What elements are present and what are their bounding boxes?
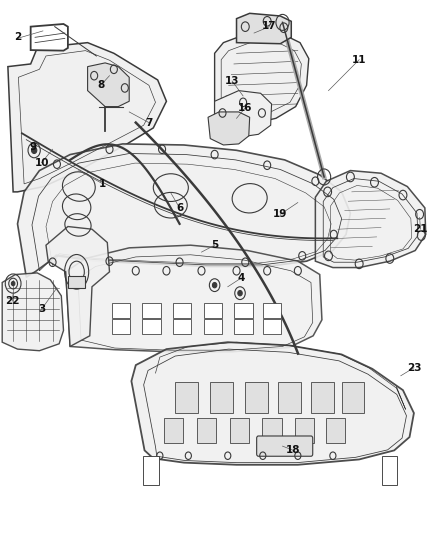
Bar bbox=[197, 418, 216, 443]
Bar bbox=[143, 456, 159, 485]
Circle shape bbox=[238, 290, 242, 296]
Circle shape bbox=[32, 147, 37, 154]
Text: 2: 2 bbox=[14, 33, 21, 42]
Bar bbox=[204, 319, 222, 334]
Polygon shape bbox=[31, 24, 68, 51]
Text: 8: 8 bbox=[97, 80, 104, 90]
Polygon shape bbox=[88, 63, 129, 107]
Text: 16: 16 bbox=[238, 103, 253, 112]
Text: 5: 5 bbox=[211, 240, 218, 250]
Bar bbox=[234, 303, 253, 318]
Bar bbox=[68, 276, 85, 288]
Bar bbox=[245, 382, 268, 413]
Text: 19: 19 bbox=[273, 209, 287, 219]
Bar bbox=[112, 303, 130, 318]
Bar bbox=[311, 382, 334, 413]
Text: 9: 9 bbox=[29, 142, 36, 151]
Bar bbox=[173, 303, 191, 318]
Polygon shape bbox=[208, 112, 250, 145]
Bar bbox=[234, 319, 253, 334]
Polygon shape bbox=[18, 144, 350, 277]
Bar bbox=[142, 303, 161, 318]
Bar bbox=[326, 418, 345, 443]
Bar bbox=[263, 303, 281, 318]
Bar bbox=[210, 382, 233, 413]
Text: 10: 10 bbox=[34, 158, 49, 167]
Polygon shape bbox=[46, 227, 110, 346]
Bar bbox=[278, 382, 301, 413]
Circle shape bbox=[11, 281, 15, 286]
Polygon shape bbox=[2, 273, 64, 351]
Text: 11: 11 bbox=[352, 55, 367, 64]
Polygon shape bbox=[315, 171, 426, 268]
Polygon shape bbox=[237, 13, 291, 44]
Bar bbox=[204, 303, 222, 318]
Polygon shape bbox=[66, 245, 322, 352]
Polygon shape bbox=[215, 32, 309, 128]
Text: 23: 23 bbox=[406, 363, 421, 373]
Bar bbox=[173, 319, 191, 334]
Text: 3: 3 bbox=[38, 304, 45, 314]
Bar bbox=[142, 319, 161, 334]
Text: 13: 13 bbox=[225, 76, 240, 86]
Text: 4: 4 bbox=[237, 273, 244, 283]
Text: 22: 22 bbox=[5, 296, 20, 306]
Text: 6: 6 bbox=[176, 203, 183, 213]
Bar bbox=[263, 319, 281, 334]
Polygon shape bbox=[215, 91, 272, 138]
Polygon shape bbox=[8, 43, 166, 192]
Text: 21: 21 bbox=[413, 224, 428, 234]
Text: 18: 18 bbox=[286, 446, 301, 455]
Text: 7: 7 bbox=[145, 118, 152, 127]
Bar bbox=[295, 418, 314, 443]
FancyBboxPatch shape bbox=[257, 436, 313, 456]
Bar bbox=[112, 319, 130, 334]
Bar bbox=[262, 418, 282, 443]
Polygon shape bbox=[131, 342, 414, 465]
Bar bbox=[382, 456, 397, 485]
Text: 1: 1 bbox=[99, 179, 106, 189]
Circle shape bbox=[212, 282, 217, 288]
Bar bbox=[164, 418, 183, 443]
Bar bbox=[230, 418, 249, 443]
Text: 17: 17 bbox=[262, 21, 277, 30]
Bar bbox=[175, 382, 198, 413]
Bar bbox=[342, 382, 364, 413]
